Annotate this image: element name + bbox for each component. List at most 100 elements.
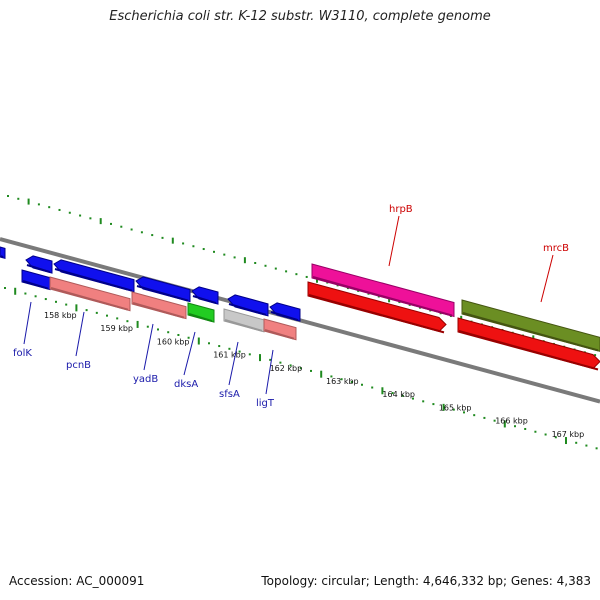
gene-blue-shadow	[228, 303, 267, 316]
ruler-tick	[493, 419, 496, 422]
ruler-tick	[295, 273, 298, 276]
ruler-tick	[17, 197, 20, 200]
scale-label: 166 kbp	[495, 417, 528, 426]
ruler-tick	[208, 342, 210, 345]
ruler-tick	[130, 228, 133, 231]
ruler-tick	[361, 383, 363, 386]
ruler-tick	[554, 436, 557, 439]
ruler-tick	[37, 203, 40, 206]
ruler-tick	[279, 361, 282, 364]
ruler-tick	[534, 430, 537, 433]
gene-pink	[131, 291, 187, 320]
ruler-tick	[442, 403, 445, 411]
ruler-tick	[89, 217, 92, 220]
gene-leader-line	[540, 254, 554, 303]
gene-grey	[223, 308, 265, 333]
ruler-tick	[110, 222, 112, 225]
ruler-tick	[595, 447, 598, 450]
gene-leader-line	[388, 215, 400, 267]
gene-red-shadow	[308, 294, 445, 334]
scale-label: 158 kbp	[44, 311, 77, 320]
ruler-tick	[65, 303, 68, 306]
ruler-tick	[310, 369, 312, 372]
scale-label: 162 kbp	[270, 364, 303, 373]
gene-blue-shadow	[22, 280, 49, 290]
ruler-tick	[126, 320, 129, 323]
inner-ruler-ticks	[4, 287, 598, 450]
ruler-tick	[585, 444, 588, 447]
gene-pink	[49, 276, 131, 312]
ruler-tick	[289, 364, 292, 367]
ruler-tick	[594, 354, 597, 357]
gene-label-ligT: ligT	[256, 398, 275, 409]
ruler-tick	[381, 387, 384, 395]
ruler-tick	[473, 414, 476, 417]
gene-pink-shadow	[264, 329, 295, 340]
ruler-tick	[422, 400, 425, 403]
gene-green-shadow	[188, 313, 213, 323]
accession-text: Accession: AC_000091	[9, 574, 145, 588]
ruler-tick	[55, 300, 57, 303]
ruler-tick	[58, 208, 61, 211]
gene-blue-shadow	[54, 268, 133, 292]
feature-track	[0, 246, 600, 371]
ruler-tick	[75, 304, 78, 312]
gene-green	[187, 302, 215, 323]
ruler-tick	[575, 441, 578, 444]
map-title: Escherichia coli str. K-12 substr. W3110…	[109, 9, 491, 24]
gene-label-yadB: yadB	[133, 374, 158, 385]
ruler-tick	[106, 314, 108, 317]
ruler-tick	[320, 370, 323, 378]
ruler-tick	[524, 427, 527, 430]
ruler-tick	[432, 403, 435, 406]
ruler-tick	[146, 325, 149, 328]
gene-leader-line	[143, 323, 154, 371]
ruler-tick	[171, 237, 174, 244]
ruler-tick	[136, 320, 139, 328]
ruler-tick	[269, 358, 272, 361]
scale-label: 160 kbp	[157, 337, 190, 346]
ruler-tick	[68, 211, 71, 214]
ruler-tick	[238, 350, 241, 353]
gene-grey-shadow	[224, 319, 263, 332]
ruler-tick	[248, 353, 251, 356]
ruler-tick	[79, 214, 82, 217]
scale-labels: 158 kbp 159 kbp 160 kbp 161 kbp 162 kbp 163 k…	[44, 311, 584, 439]
ruler-tick	[120, 225, 123, 228]
gene-blue	[21, 269, 51, 291]
scale-label: 167 kbp	[552, 430, 585, 439]
ruler-tick	[187, 336, 190, 339]
ruler-tick	[48, 206, 51, 209]
ruler-tick	[254, 261, 257, 264]
gene-leader-line	[265, 349, 274, 395]
gene-blue-shadow	[270, 311, 299, 322]
ruler-tick	[412, 397, 414, 400]
ruler-tick	[161, 236, 164, 239]
ruler-tick	[350, 380, 353, 383]
ruler-tick	[34, 295, 37, 298]
gene-olive-shadow	[462, 312, 599, 352]
ruler-tick	[340, 378, 343, 381]
ruler-tick	[503, 420, 506, 428]
ruler-tick	[514, 425, 516, 428]
scale-label: 163 kbp	[326, 377, 359, 386]
gene-blue-shadow	[0, 255, 4, 259]
gene-pink	[263, 318, 297, 341]
gene-magenta	[311, 263, 455, 318]
ruler-tick	[202, 248, 205, 251]
ruler-tick	[452, 408, 455, 411]
ruler-tick	[218, 345, 221, 348]
ruler-tick	[157, 328, 159, 331]
ruler-tick	[99, 218, 102, 225]
ruler-tick	[371, 386, 374, 389]
gene-leader-line	[228, 341, 239, 386]
ruler-tick	[264, 264, 267, 267]
gene-label-folK: folK	[13, 348, 32, 359]
gene-leader-line	[183, 331, 196, 376]
ruler-tick	[116, 317, 119, 320]
ruler-tick	[483, 416, 486, 419]
genome-summary-text: Topology: circular; Length: 4,646,332 bp…	[261, 574, 591, 588]
gene-label-hrpB: hrpB	[389, 204, 413, 215]
gene-blue-shadow	[136, 285, 189, 302]
ruler-tick	[14, 287, 17, 295]
